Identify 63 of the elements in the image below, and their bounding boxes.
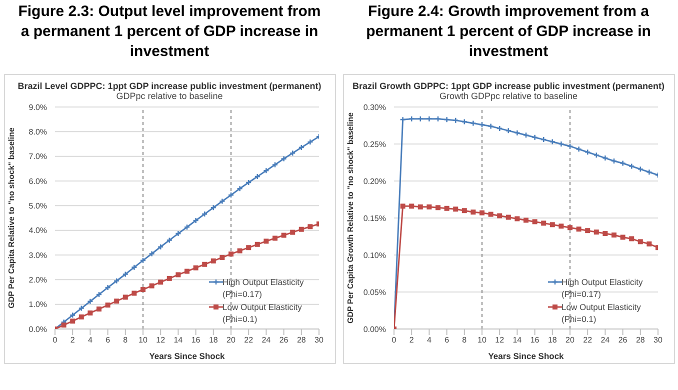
y-tick-label: 7.0% [28, 152, 46, 162]
x-tick-label: 22 [582, 336, 592, 345]
y-tick-label: 2.0% [28, 276, 46, 285]
y-tick-label: 0.15% [362, 214, 386, 223]
x-tick-label: 4 [87, 336, 92, 345]
x-tick-label: 16 [530, 336, 540, 345]
x-tick-label: 24 [261, 336, 271, 345]
x-tick-label: 26 [278, 336, 288, 345]
x-tick-label: 0 [391, 336, 396, 345]
x-tick-label: 12 [156, 336, 166, 345]
x-tick-label: 10 [138, 336, 148, 345]
x-tick-label: 2 [408, 336, 414, 345]
legend-label: Low Output Elasticity (Phi=0.1) [562, 301, 642, 325]
x-tick-label: 14 [173, 336, 183, 345]
x-tick-label: 18 [547, 336, 557, 345]
x-tick-label: 28 [635, 336, 645, 345]
y-tick-label: 8.0% [28, 128, 46, 137]
x-tick-label: 22 [244, 336, 254, 345]
legend-label: High Output Elasticity (Phi=0.17) [562, 276, 644, 300]
x-axis-title: Years Since Shock [148, 351, 225, 361]
x-tick-label: 28 [296, 336, 306, 345]
x-tick-label: 18 [208, 336, 218, 345]
y-tick-label: 9.0% [28, 102, 46, 112]
x-tick-label: 10 [477, 336, 486, 345]
y-tick-label: 0.0% [28, 324, 46, 334]
x-tick-label: 30 [653, 336, 662, 345]
chart-subtitle: Brazil Level GDPPC: 1ppt GDP increase public investment (permanent) [16, 81, 322, 91]
chart-title: Figure 2.4: Growth improvement from a permanent 1 percent of GDP increase in investment [365, 2, 652, 62]
x-tick-label: 6 [444, 336, 450, 345]
legend-label: High Output Elasticity (Phi=0.17) [222, 276, 305, 300]
text: Growth GDPpc relative to baseline [438, 91, 579, 101]
x-tick-label: 16 [190, 336, 200, 345]
y-tick-label: 4.0% [28, 226, 46, 236]
x-tick-label: 4 [426, 336, 432, 345]
x-tick-label: 2 [70, 336, 75, 345]
y-tick-label: 0.30% [362, 102, 386, 112]
y-tick-label: 5.0% [28, 202, 46, 211]
y-tick-label: 3.0% [28, 250, 46, 260]
x-tick-label: 24 [600, 336, 610, 345]
x-tick-label: 20 [565, 336, 574, 345]
y-tick-label: 0.10% [362, 250, 386, 260]
chart-title: Figure 2.3: Output level improvement from a permanent 1 percent of GDP increase in investment [17, 2, 322, 62]
y-tick-label: 0.20% [362, 176, 386, 186]
y-tick-label: 0.05% [362, 288, 386, 297]
x-axis-title: Years Since Shock [488, 351, 564, 361]
chart-subtitle: Brazil Growth GDPPC: 1ppt GDP increase public investment (permanent) [352, 81, 666, 91]
y-axis-title: GDP Per Capita Relative to "no shock" baseline [6, 127, 16, 308]
x-tick-label: 20 [226, 336, 236, 345]
x-tick-label: 30 [314, 336, 324, 345]
x-tick-label: 6 [105, 336, 110, 345]
y-tick-label: 0.25% [362, 140, 386, 149]
y-tick-label: 6.0% [28, 176, 46, 186]
y-axis-title: GDP Per Capita Growth Relative to "no shock" baseline [345, 112, 354, 324]
legend-label: Low Output Elasticity (Phi=0.1) [222, 301, 303, 325]
x-tick-label: 14 [512, 336, 522, 345]
y-tick-label: 1.0% [28, 300, 46, 310]
x-tick-label: 8 [462, 336, 467, 345]
text: GDPpc relative to baseline [115, 91, 224, 101]
y-tick-label: 0.00% [362, 324, 386, 334]
x-tick-label: 12 [494, 336, 504, 345]
x-tick-label: 26 [618, 336, 628, 345]
x-tick-label: 8 [122, 336, 128, 345]
x-tick-label: 0 [52, 336, 58, 345]
